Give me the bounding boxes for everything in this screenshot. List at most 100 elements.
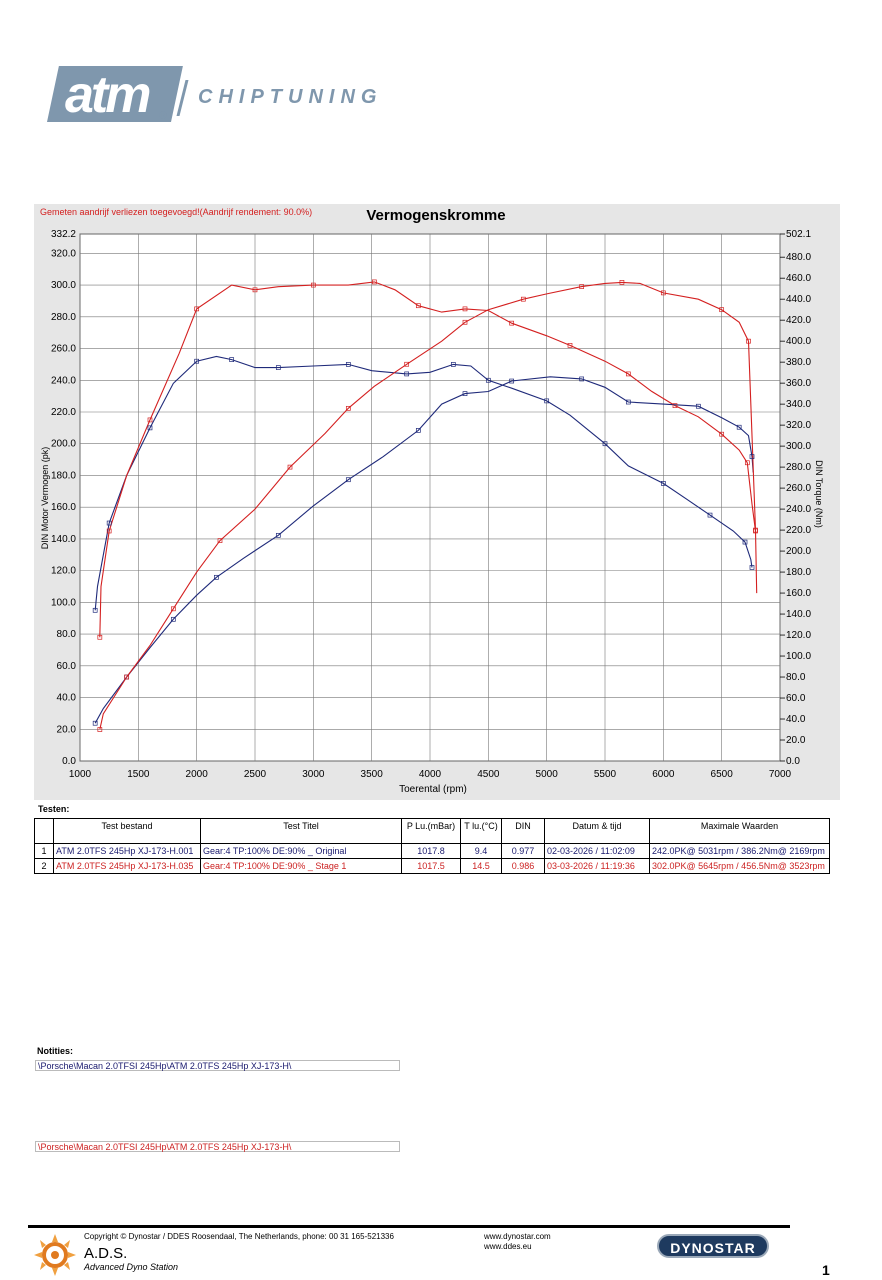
y-left-tick-label: 0.0 bbox=[62, 756, 76, 767]
data-point-marker bbox=[345, 405, 351, 411]
y-right-tick-label: 60.0 bbox=[786, 693, 806, 704]
data-point-marker bbox=[509, 378, 515, 384]
data-point-marker bbox=[106, 520, 112, 526]
data-point-marker bbox=[509, 320, 515, 326]
row-index: 2 bbox=[34, 858, 54, 874]
y-left-tick-label: 332.2 bbox=[51, 229, 76, 240]
data-point-marker bbox=[147, 425, 153, 431]
x-tick-label: 4500 bbox=[477, 769, 500, 780]
data-point-marker bbox=[170, 606, 176, 612]
data-point-marker bbox=[625, 399, 631, 405]
dynostar-logo: DYNOSTAR bbox=[657, 1234, 769, 1258]
ads-subtitle: Advanced Dyno Station bbox=[84, 1262, 179, 1272]
logo-text: atm bbox=[65, 66, 152, 124]
y-right-tick-label: 0.0 bbox=[786, 756, 800, 767]
x-tick-label: 4000 bbox=[419, 769, 442, 780]
data-point-marker bbox=[229, 357, 235, 362]
data-point-marker bbox=[372, 279, 377, 285]
data-point-marker bbox=[753, 527, 758, 533]
row-pressure: 1017.8 bbox=[401, 843, 461, 859]
row-din: 0.986 bbox=[501, 858, 545, 874]
row-pressure: 1017.5 bbox=[401, 858, 461, 874]
note-stage1: \Porsche\Macan 2.0TFSI 245Hp\ATM 2.0TFS … bbox=[35, 1141, 400, 1152]
y-right-tick-label: 480.0 bbox=[786, 252, 811, 263]
row-max-values: 302.0PK@ 5645rpm / 456.5Nm@ 3523rpm bbox=[649, 858, 830, 874]
series-line-1 bbox=[99, 281, 757, 638]
y-right-tick-label: 340.0 bbox=[786, 399, 811, 410]
y-left-tick-label: 140.0 bbox=[51, 534, 76, 545]
data-point-marker bbox=[97, 634, 103, 640]
series-line-2 bbox=[94, 376, 754, 724]
row-test-file: ATM 2.0TFS 245Hp XJ-173-H.001 bbox=[53, 843, 201, 859]
series-line-3 bbox=[99, 281, 758, 730]
data-point-marker bbox=[695, 403, 701, 409]
y-axis-right-label: DIN Torque (Nm) bbox=[814, 460, 824, 528]
data-point-marker bbox=[450, 362, 456, 367]
data-point-marker bbox=[275, 365, 281, 370]
col-din: DIN bbox=[501, 818, 545, 844]
x-tick-label: 1500 bbox=[127, 769, 150, 780]
row-din: 0.977 bbox=[501, 843, 545, 859]
data-point-marker bbox=[672, 403, 678, 408]
row-index: 1 bbox=[34, 843, 54, 859]
data-point-marker bbox=[462, 391, 468, 396]
data-point-marker bbox=[404, 361, 410, 367]
footer-link-dynostar[interactable]: www.dynostar.com bbox=[484, 1232, 551, 1241]
data-point-marker bbox=[619, 280, 625, 285]
dyno-chart: 1000 1500 2000 2500 3000 3500 4000 4500 5000 5500… bbox=[40, 207, 824, 795]
footer-divider bbox=[28, 1225, 790, 1228]
data-point-marker bbox=[194, 306, 200, 312]
y-right-tick-label: 502.1 bbox=[786, 229, 811, 240]
data-point-marker bbox=[485, 377, 491, 383]
data-point-marker bbox=[147, 417, 153, 423]
row-temperature: 9.4 bbox=[460, 843, 502, 859]
y-right-tick-label: 180.0 bbox=[786, 567, 811, 578]
y-right-tick-label: 100.0 bbox=[786, 651, 811, 662]
y-right-tick-label: 380.0 bbox=[786, 357, 811, 368]
row-test-title: Gear:4 TP:100% DE:90% _ Stage 1 bbox=[200, 858, 402, 874]
data-point-marker bbox=[660, 481, 666, 486]
chart-note: Gemeten aandrijf verliezen toegevoegd!(A… bbox=[40, 207, 312, 217]
table-row: 2 ATM 2.0TFS 245Hp XJ-173-H.035 Gear:4 T… bbox=[34, 858, 830, 874]
data-point-marker bbox=[746, 338, 751, 344]
x-tick-label: 2000 bbox=[186, 769, 209, 780]
y-right-tick-label: 220.0 bbox=[786, 525, 811, 536]
data-point-marker bbox=[415, 303, 421, 309]
data-point-marker bbox=[92, 607, 98, 613]
y-left-tick-label: 60.0 bbox=[57, 661, 77, 672]
data-point-marker bbox=[345, 362, 351, 367]
row-test-title: Gear:4 TP:100% DE:90% _ Original bbox=[200, 843, 402, 859]
data-point-marker bbox=[214, 574, 219, 580]
chart-title: Vermogenskromme bbox=[366, 207, 505, 224]
y-right-tick-label: 300.0 bbox=[786, 441, 811, 452]
data-point-marker bbox=[462, 319, 468, 325]
note-original: \Porsche\Macan 2.0TFSI 245Hp\ATM 2.0TFS … bbox=[35, 1060, 400, 1071]
data-point-marker bbox=[579, 284, 585, 289]
data-point-marker bbox=[749, 454, 755, 459]
data-point-marker bbox=[97, 727, 103, 732]
data-point-marker bbox=[749, 565, 755, 570]
footer-link-ddes[interactable]: www.ddes.eu bbox=[484, 1242, 532, 1251]
data-point-marker bbox=[217, 538, 223, 543]
data-point-marker bbox=[287, 464, 293, 470]
y-left-tick-label: 280.0 bbox=[51, 312, 76, 323]
y-left-tick-label: 100.0 bbox=[51, 597, 76, 608]
x-tick-label: 6500 bbox=[711, 769, 734, 780]
notes-title: Notities: bbox=[37, 1046, 73, 1056]
data-point-marker bbox=[744, 460, 750, 466]
data-point-marker bbox=[252, 287, 258, 293]
y-left-tick-label: 180.0 bbox=[51, 470, 76, 481]
row-test-file: ATM 2.0TFS 245Hp XJ-173-H.035 bbox=[53, 858, 201, 874]
data-point-marker bbox=[660, 290, 666, 296]
y-axis-left-label: DIN Motor Vermogen (pk) bbox=[40, 447, 50, 550]
x-tick-label: 6000 bbox=[652, 769, 675, 780]
row-datetime: 02-03-2026 / 11:02:09 bbox=[544, 843, 650, 859]
row-temperature: 14.5 bbox=[460, 858, 502, 874]
data-point-marker bbox=[194, 358, 200, 364]
col-datetime: Datum & tijd bbox=[544, 818, 650, 844]
logo-tagline: CHIPTUNING bbox=[198, 86, 383, 108]
x-tick-label: 5500 bbox=[594, 769, 617, 780]
y-right-tick-label: 20.0 bbox=[786, 735, 806, 746]
x-tick-label: 5000 bbox=[536, 769, 559, 780]
x-tick-label: 3500 bbox=[361, 769, 384, 780]
